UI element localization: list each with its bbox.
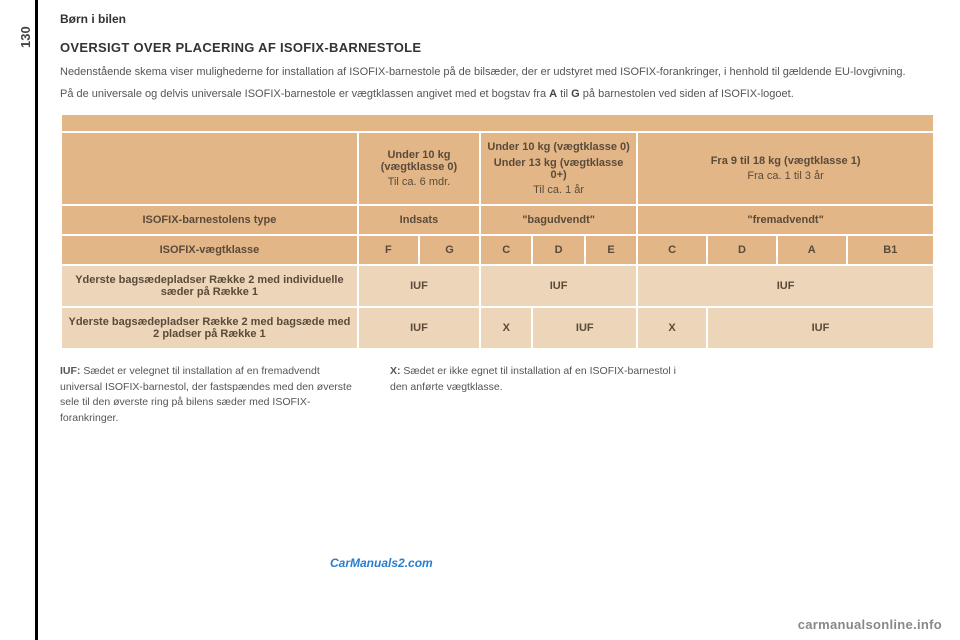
footnote-x-tag: X: bbox=[390, 365, 401, 377]
header-col-2-title1: Under 10 kg (vægtklasse 0) bbox=[487, 141, 629, 153]
type-row-c1: Indsats bbox=[358, 205, 480, 235]
class-cell: B1 bbox=[847, 235, 934, 265]
header-col-1-sub: Til ca. 6 mdr. bbox=[365, 176, 473, 188]
intro2-pre: På de universale og delvis universale IS… bbox=[60, 88, 549, 100]
data-cell: IUF bbox=[707, 307, 934, 349]
footnote-x: X: Sædet er ikke egnet til installation … bbox=[390, 364, 690, 427]
class-cell: C bbox=[480, 235, 532, 265]
header-col-3-title: Fra 9 til 18 kg (vægtklasse 1) bbox=[711, 155, 861, 167]
footer-link: carmanualsonline.info bbox=[798, 617, 942, 632]
intro2-g: G bbox=[571, 88, 580, 100]
type-row-label: ISOFIX-barnestolens type bbox=[61, 205, 358, 235]
header-blank bbox=[61, 132, 358, 205]
class-cell: C bbox=[637, 235, 707, 265]
data-cell: IUF bbox=[358, 265, 480, 307]
data-cell: X bbox=[480, 307, 532, 349]
page-number: 130 bbox=[18, 26, 33, 48]
header-col-1: Under 10 kg (vægtklasse 0) Til ca. 6 mdr… bbox=[358, 132, 480, 205]
header-col-3: Fra 9 til 18 kg (vægtklasse 1) Fra ca. 1… bbox=[637, 132, 934, 205]
header-col-2: Under 10 kg (vægtklasse 0) Under 13 kg (… bbox=[480, 132, 637, 205]
intro2-mid: til bbox=[557, 88, 571, 100]
data-row-label: Yderste bagsædepladser Række 2 med indiv… bbox=[61, 265, 358, 307]
table-header-row: Under 10 kg (vægtklasse 0) Til ca. 6 mdr… bbox=[61, 132, 934, 205]
header-col-1-title: Under 10 kg (vægtklasse 0) bbox=[381, 149, 457, 173]
class-cell: G bbox=[419, 235, 480, 265]
data-cell: IUF bbox=[358, 307, 480, 349]
isofix-table: Under 10 kg (vægtklasse 0) Til ca. 6 mdr… bbox=[60, 113, 935, 350]
type-row-c3: "fremadvendt" bbox=[637, 205, 934, 235]
footnote-x-text: Sædet er ikke egnet til installation af … bbox=[390, 365, 676, 393]
table-class-row: ISOFIX-vægtklasse F G C D E C D A B1 bbox=[61, 235, 934, 265]
footnote-iuf-tag: IUF: bbox=[60, 365, 80, 377]
side-rule bbox=[35, 0, 38, 640]
page-heading: OVERSIGT OVER PLACERING AF ISOFIX-BARNES… bbox=[60, 40, 935, 55]
table-row: Yderste bagsædepladser Række 2 med bagsæ… bbox=[61, 307, 934, 349]
table-type-row: ISOFIX-barnestolens type Indsats "bagudv… bbox=[61, 205, 934, 235]
class-cell: D bbox=[532, 235, 584, 265]
header-col-2-sub: Til ca. 1 år bbox=[487, 184, 630, 196]
class-cell: D bbox=[707, 235, 777, 265]
intro-paragraph-1: Nedenstående skema viser mulighederne fo… bbox=[60, 65, 935, 81]
section-title: Børn i bilen bbox=[60, 12, 935, 26]
data-cell: IUF bbox=[532, 307, 637, 349]
data-cell: IUF bbox=[637, 265, 934, 307]
table-top-strip bbox=[61, 114, 934, 132]
page-content: Børn i bilen OVERSIGT OVER PLACERING AF … bbox=[60, 12, 935, 427]
data-cell: X bbox=[637, 307, 707, 349]
data-row-label: Yderste bagsædepladser Række 2 med bagsæ… bbox=[61, 307, 358, 349]
class-cell: F bbox=[358, 235, 419, 265]
class-row-label: ISOFIX-vægtklasse bbox=[61, 235, 358, 265]
footnote-iuf: IUF: Sædet er velegnet til installation … bbox=[60, 364, 360, 427]
intro-paragraph-2: På de universale og delvis universale IS… bbox=[60, 87, 935, 103]
footnotes: IUF: Sædet er velegnet til installation … bbox=[60, 364, 935, 427]
type-row-c2: "bagudvendt" bbox=[480, 205, 637, 235]
watermark-text: CarManuals2.com bbox=[330, 556, 433, 570]
footnote-iuf-text: Sædet er velegnet til installation af en… bbox=[60, 365, 352, 424]
header-col-3-sub: Fra ca. 1 til 3 år bbox=[644, 170, 927, 182]
header-col-2-title2: Under 13 kg (vægtklasse 0+) bbox=[487, 157, 630, 181]
intro2-a: A bbox=[549, 88, 557, 100]
class-cell: A bbox=[777, 235, 847, 265]
intro2-post: på barnestolen ved siden af ISOFIX-logoe… bbox=[580, 88, 794, 100]
class-cell: E bbox=[585, 235, 637, 265]
data-cell: IUF bbox=[480, 265, 637, 307]
table-row: Yderste bagsædepladser Række 2 med indiv… bbox=[61, 265, 934, 307]
